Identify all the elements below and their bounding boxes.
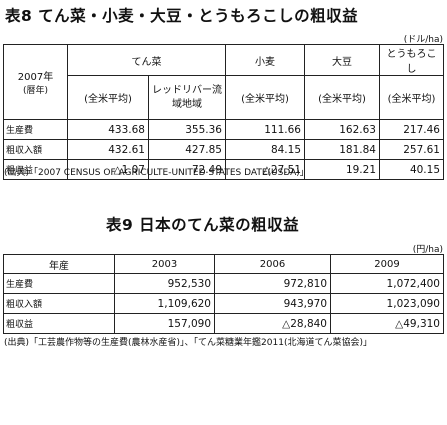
cell: 952,530 bbox=[114, 273, 215, 294]
cell: 19.21 bbox=[304, 159, 380, 180]
col-wheat: 小麦 bbox=[225, 44, 305, 76]
sub-national-3: (全米平均) bbox=[304, 75, 380, 120]
year-col: 2009 bbox=[330, 254, 444, 274]
col-sugar-beet: てん菜 bbox=[67, 44, 226, 76]
year-col: 2003 bbox=[114, 254, 215, 274]
table9: 年産 2003 2006 2009 生産費 952,530 972,810 1,… bbox=[3, 254, 444, 334]
table-row: 粗収益 157,090 △28,840 △49,310 bbox=[3, 313, 444, 334]
col-soybean: 大豆 bbox=[304, 44, 380, 76]
sub-national-2: (全米平均) bbox=[225, 75, 305, 120]
corner-year: 2007年 bbox=[17, 72, 54, 83]
cell: 40.15 bbox=[379, 159, 444, 180]
cell: △49,310 bbox=[330, 313, 444, 334]
table8-title: 表8 てん菜・小麦・大豆・とうもろこしの粗収益 bbox=[5, 7, 359, 25]
sub-national-4: (全米平均) bbox=[379, 75, 444, 120]
table9-source: (出典)「工芸農作物等の生産費(農林水産省)」、「てん菜糖業年鑑2011(北海道… bbox=[4, 338, 372, 348]
cell: 432.61 bbox=[67, 139, 149, 160]
cell: 427.85 bbox=[148, 139, 226, 160]
row-label: 粗収入額 bbox=[3, 139, 68, 160]
table-row: 生産費 952,530 972,810 1,072,400 bbox=[3, 273, 444, 294]
row-label: 粗収益 bbox=[3, 313, 115, 334]
cell: 84.15 bbox=[225, 139, 305, 160]
year-col: 2006 bbox=[214, 254, 331, 274]
cell: 1,023,090 bbox=[330, 293, 444, 314]
table8-source: (出典)「2007 CENSUS OF AGRICULTE-UNITED STA… bbox=[4, 168, 309, 178]
cell: 1,072,400 bbox=[330, 273, 444, 294]
cell: 972,810 bbox=[214, 273, 331, 294]
cell: △1.07 bbox=[67, 159, 149, 180]
sub-red-river: レッドリバー流域地域 bbox=[148, 75, 226, 120]
table8-unit: (ドル/ha) bbox=[403, 35, 443, 45]
header-year: 年産 bbox=[3, 254, 115, 274]
table-row: 生産費 433.68 355.36 111.66 162.63 217.46 bbox=[3, 119, 444, 140]
table-row: 粗収益 △1.07 72.49 △27.51 19.21 40.15 bbox=[3, 159, 444, 180]
cell: 433.68 bbox=[67, 119, 149, 140]
cell: 72.49 bbox=[148, 159, 226, 180]
row-label: 粗収入額 bbox=[3, 293, 115, 314]
cell: 1,109,620 bbox=[114, 293, 215, 314]
table9-unit: (円/ha) bbox=[412, 245, 443, 255]
cell: △28,840 bbox=[214, 313, 331, 334]
row-label: 生産費 bbox=[3, 119, 68, 140]
table-row: 粗収入額 432.61 427.85 84.15 181.84 257.61 bbox=[3, 139, 444, 160]
corner-sub: (暦年) bbox=[22, 86, 49, 96]
table8: 2007年 (暦年) てん菜 小麦 大豆 とうもろこし (全米平均) レッドリバ… bbox=[3, 44, 444, 180]
corner-cell: 2007年 (暦年) bbox=[3, 44, 68, 120]
sub-national-1: (全米平均) bbox=[67, 75, 149, 120]
table9-title: 表9 日本のてん菜の粗収益 bbox=[106, 216, 300, 234]
row-label: 生産費 bbox=[3, 273, 115, 294]
table-row: 粗収入額 1,109,620 943,970 1,023,090 bbox=[3, 293, 444, 314]
cell: 111.66 bbox=[225, 119, 305, 140]
cell: 157,090 bbox=[114, 313, 215, 334]
col-corn: とうもろこし bbox=[379, 44, 444, 76]
cell: 943,970 bbox=[214, 293, 331, 314]
cell: 181.84 bbox=[304, 139, 380, 160]
cell: 162.63 bbox=[304, 119, 380, 140]
cell: 355.36 bbox=[148, 119, 226, 140]
cell: 257.61 bbox=[379, 139, 444, 160]
cell: 217.46 bbox=[379, 119, 444, 140]
